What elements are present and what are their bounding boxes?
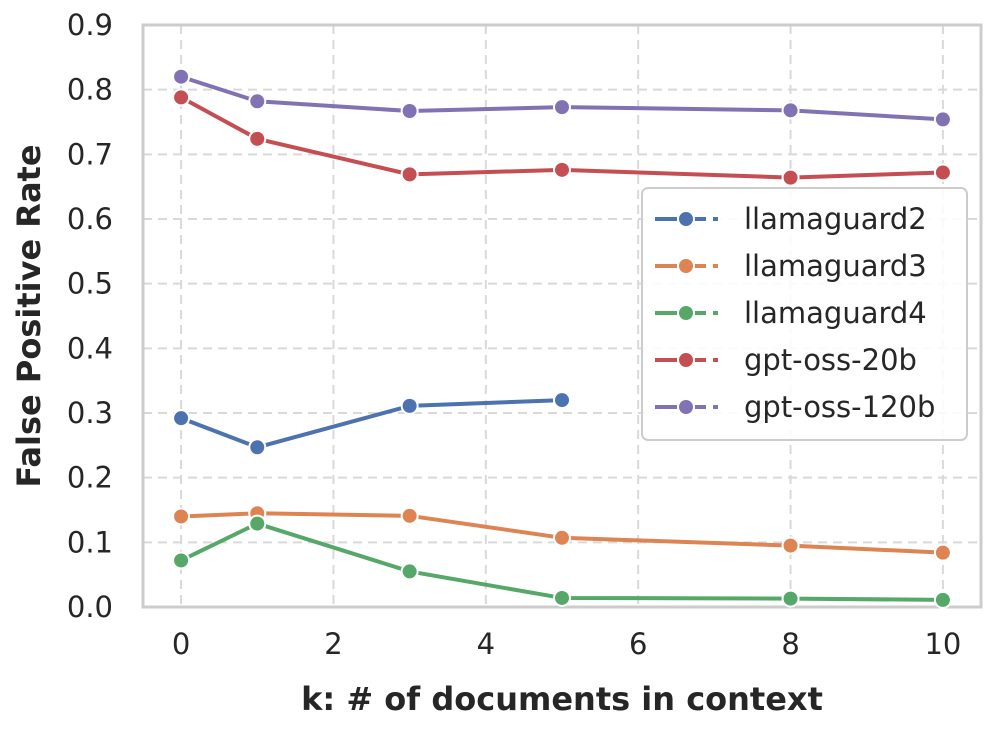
x-tick-label: 4: [477, 627, 495, 661]
legend-item: llamaguard3: [655, 249, 927, 283]
legend-marker: [677, 257, 695, 275]
legend-box: [641, 187, 968, 441]
data-point: [781, 589, 800, 608]
data-point: [248, 514, 267, 533]
x-tick-label: 2: [324, 627, 342, 661]
legend: llamaguard2 llamaguard3 llamaguard4 gpt-oss…: [641, 187, 968, 441]
series-llamaguard4: [172, 514, 952, 609]
data-point: [933, 590, 952, 609]
data-point: [781, 536, 800, 555]
data-point: [400, 165, 419, 184]
legend-item: gpt-oss-120b: [655, 390, 935, 424]
data-point: [172, 88, 191, 107]
series-line: [179, 74, 945, 122]
series-llamaguard2: [172, 391, 571, 457]
legend-label: gpt-oss-20b: [744, 343, 917, 377]
series-line: [179, 511, 945, 555]
data-point: [400, 102, 419, 121]
data-point: [400, 396, 419, 415]
legend-label: gpt-oss-120b: [744, 390, 935, 424]
y-tick-label: 0.1: [67, 525, 113, 559]
data-point: [553, 391, 571, 410]
legend-item: llamaguard4: [655, 296, 927, 330]
legend-label: llamaguard2: [744, 202, 927, 236]
data-point: [172, 507, 191, 526]
data-point: [400, 506, 419, 525]
data-point: [553, 588, 571, 607]
legend-marker: [677, 210, 695, 228]
data-point: [781, 101, 800, 120]
y-tick-label: 0.7: [67, 137, 113, 171]
data-point: [248, 129, 267, 148]
y-tick-label: 0.2: [67, 461, 113, 495]
series-layer: [172, 67, 952, 609]
legend-item: llamaguard2: [655, 202, 927, 236]
x-axis-title: k: # of documents in context: [301, 680, 823, 718]
x-tick-label: 10: [924, 627, 961, 661]
y-tick-label: 0.0: [67, 590, 113, 624]
data-point: [553, 98, 571, 117]
y-tick-label: 0.4: [67, 331, 113, 365]
y-tick-label: 0.8: [67, 73, 113, 107]
legend-marker: [677, 304, 695, 322]
legend-marker: [677, 351, 695, 369]
y-tick-label: 0.9: [67, 8, 113, 42]
data-point: [400, 562, 419, 581]
data-point: [172, 551, 191, 570]
data-point: [553, 160, 571, 179]
series-gpt-oss-20b: [172, 88, 952, 187]
data-point: [553, 528, 571, 547]
legend-label: llamaguard3: [744, 249, 927, 283]
data-point: [781, 168, 800, 187]
y-tick-label: 0.6: [67, 202, 113, 236]
legend-item: gpt-oss-20b: [655, 343, 917, 377]
series-line: [179, 95, 945, 180]
tick-labels: 0 2 4 6 8 10 0.0 0.1 0.2 0.3 0.4 0.5 0.6 0.7 0.8 0.9: [67, 8, 961, 661]
series-gpt-oss-120b: [172, 67, 952, 129]
y-tick-label: 0.3: [67, 396, 113, 430]
series-line: [179, 521, 945, 602]
data-point: [248, 92, 267, 111]
data-point: [933, 163, 952, 182]
data-point: [172, 67, 191, 86]
x-tick-label: 8: [781, 627, 799, 661]
data-point: [172, 409, 191, 428]
data-point: [933, 543, 952, 562]
x-tick-label: 0: [172, 627, 190, 661]
data-point: [248, 438, 267, 457]
y-tick-label: 0.5: [67, 267, 113, 301]
legend-marker: [677, 398, 695, 416]
legend-label: llamaguard4: [744, 296, 927, 330]
plot-frame: [141, 23, 983, 609]
series-line: [179, 398, 564, 450]
x-tick-label: 6: [629, 627, 647, 661]
series-llamaguard3: [172, 504, 952, 562]
data-point: [933, 110, 952, 129]
y-axis-title: False Positive Rate: [10, 144, 48, 487]
